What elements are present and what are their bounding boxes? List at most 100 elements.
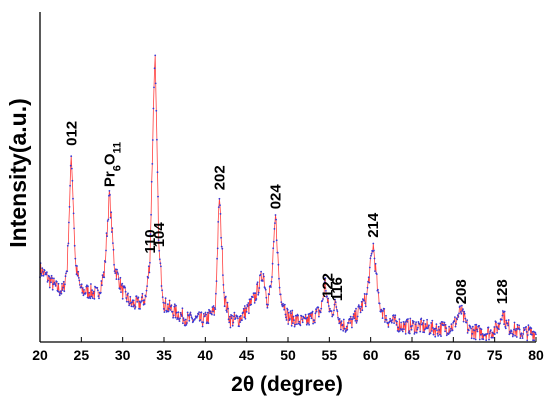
data-point xyxy=(173,305,176,308)
data-point xyxy=(283,303,286,306)
data-point xyxy=(59,290,62,293)
data-point xyxy=(287,323,290,325)
data-point xyxy=(470,337,473,340)
x-tick-label: 60 xyxy=(363,347,379,363)
data-point xyxy=(489,329,492,332)
data-point xyxy=(211,313,213,316)
data-point xyxy=(322,298,324,300)
data-point xyxy=(414,323,417,326)
data-point xyxy=(298,320,301,323)
peak-label-text: 202 xyxy=(211,165,228,190)
data-point xyxy=(430,330,433,332)
data-point xyxy=(427,326,430,328)
data-point xyxy=(409,317,412,320)
data-point xyxy=(136,301,139,303)
data-point xyxy=(404,333,407,335)
data-point xyxy=(375,273,378,275)
data-point xyxy=(156,138,158,141)
data-point xyxy=(132,299,135,302)
data-point xyxy=(140,296,143,299)
data-point xyxy=(369,257,372,260)
data-point xyxy=(254,292,257,295)
data-point xyxy=(349,322,352,324)
data-point xyxy=(509,332,512,335)
data-point xyxy=(393,316,396,319)
data-point xyxy=(262,273,265,275)
data-point xyxy=(466,319,468,321)
peak-label-text: 012 xyxy=(63,121,80,146)
data-point xyxy=(377,288,379,291)
data-point xyxy=(170,304,173,307)
data-point xyxy=(106,220,109,222)
data-point xyxy=(456,318,459,321)
data-point xyxy=(450,327,452,330)
data-point xyxy=(157,195,159,198)
data-point xyxy=(80,283,83,286)
data-point xyxy=(55,280,58,283)
data-point xyxy=(403,328,405,331)
data-point xyxy=(140,300,143,302)
data-point xyxy=(432,327,434,329)
data-point xyxy=(345,325,348,328)
data-point xyxy=(167,303,169,306)
data-point xyxy=(220,236,223,239)
data-point xyxy=(315,310,318,313)
data-point xyxy=(257,293,260,296)
data-point xyxy=(384,321,386,323)
data-point xyxy=(395,324,398,326)
data-point xyxy=(436,332,439,335)
data-point xyxy=(153,86,155,89)
peak-label: 116 xyxy=(329,277,346,301)
data-point xyxy=(48,286,51,289)
data-point xyxy=(448,332,451,334)
data-point xyxy=(290,312,292,315)
data-point xyxy=(212,305,215,307)
data-point xyxy=(246,305,249,307)
data-point xyxy=(226,311,228,313)
data-point xyxy=(127,301,130,303)
data-point xyxy=(68,206,71,208)
data-point xyxy=(77,270,80,273)
data-point xyxy=(534,331,537,334)
data-point xyxy=(159,262,162,265)
data-point xyxy=(346,328,349,331)
data-point xyxy=(50,274,53,277)
data-point xyxy=(190,314,192,316)
data-point xyxy=(421,323,423,326)
data-point xyxy=(418,323,421,325)
data-point xyxy=(253,302,256,304)
data-point xyxy=(439,333,441,336)
data-point xyxy=(58,291,60,293)
data-point xyxy=(271,262,274,265)
data-point xyxy=(132,305,135,308)
data-point xyxy=(353,310,356,313)
data-point xyxy=(53,277,55,280)
data-point xyxy=(72,197,74,200)
data-point xyxy=(503,323,505,325)
data-point xyxy=(294,323,297,326)
data-point xyxy=(257,291,260,294)
data-point xyxy=(441,321,444,323)
data-point xyxy=(355,307,357,310)
data-point xyxy=(147,265,150,268)
data-point xyxy=(355,322,358,324)
data-point xyxy=(217,206,220,209)
data-point xyxy=(74,257,77,260)
x-tick-label: 75 xyxy=(487,347,503,363)
data-point xyxy=(156,171,159,174)
data-point xyxy=(172,316,175,319)
y-axis-title: Intensity(a.u.) xyxy=(5,98,31,248)
data-point xyxy=(178,320,181,322)
data-point xyxy=(62,280,65,283)
peak-label-text: 128 xyxy=(494,279,511,304)
data-point xyxy=(295,314,298,317)
data-point xyxy=(282,304,285,307)
data-point xyxy=(364,302,367,304)
data-point xyxy=(359,307,361,310)
data-point xyxy=(383,308,386,310)
data-point xyxy=(290,324,293,327)
data-point xyxy=(340,320,343,323)
data-point xyxy=(530,327,533,330)
